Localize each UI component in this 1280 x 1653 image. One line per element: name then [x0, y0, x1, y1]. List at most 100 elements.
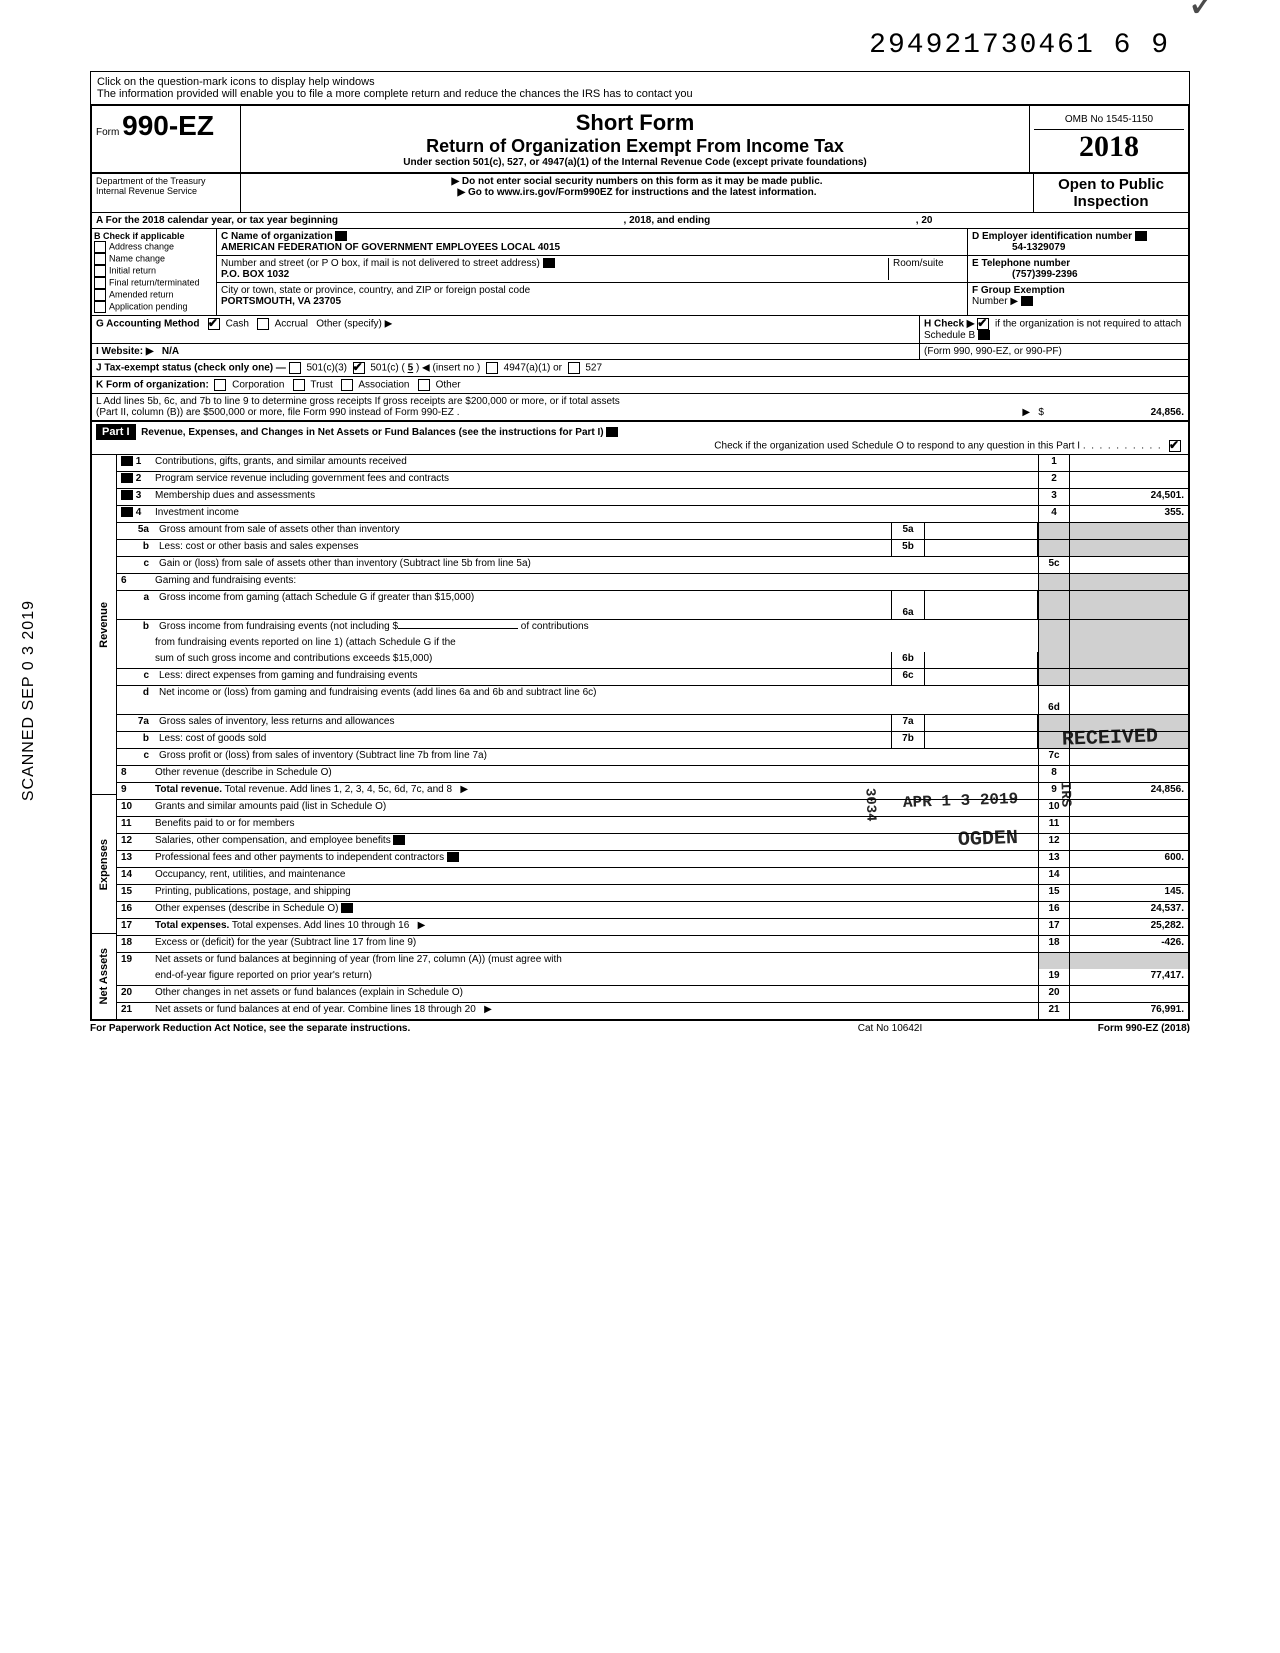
h-label: H Check ▶ [924, 319, 974, 330]
cb-trust[interactable] [293, 379, 305, 391]
dept-row: Department of the Treasury Internal Reve… [90, 174, 1190, 213]
help-icon[interactable] [606, 427, 618, 437]
cb-527[interactable] [568, 362, 580, 374]
form-header: Form 990-EZ Short Form Return of Organiz… [90, 105, 1190, 174]
help-icon[interactable] [335, 231, 347, 241]
initials-mark: ✓ [1186, 0, 1220, 27]
main-table: Revenue Expenses Net Assets 1Contributio… [90, 455, 1190, 1021]
cb-cash[interactable] [208, 318, 220, 330]
form-page: SCANNED SEP 0 3 2019 294921730461 6 9 Cl… [50, 0, 1230, 1054]
cb-h[interactable] [977, 318, 989, 330]
dept-irs: Internal Revenue Service [96, 186, 236, 196]
form-prefix: Form [96, 127, 119, 138]
help-icon[interactable] [1135, 231, 1147, 241]
col-b-title: B Check if applicable [94, 231, 214, 241]
open-to-public: Open to Public [1036, 176, 1186, 193]
help-icon[interactable] [447, 852, 459, 862]
cb-pending[interactable] [94, 301, 106, 313]
help-line-2: The information provided will enable you… [97, 88, 1183, 100]
cb-other[interactable] [418, 379, 430, 391]
header-center: Short Form Return of Organization Exempt… [241, 106, 1030, 172]
note-ssn: ▶ Do not enter social security numbers o… [243, 176, 1031, 187]
cb-part1[interactable] [1169, 440, 1181, 452]
i-label: I Website: ▶ [96, 346, 154, 357]
help-icon[interactable] [393, 835, 405, 845]
help-icon[interactable] [121, 456, 133, 466]
l-val: 24,856. [1044, 407, 1184, 418]
help-icon[interactable] [121, 490, 133, 500]
ein: 54-1329079 [972, 242, 1065, 253]
help-icon[interactable] [978, 330, 990, 340]
omb-number: OMB No 1545-1150 [1034, 110, 1184, 130]
phone: (757)399-2396 [972, 269, 1078, 280]
col-c: C Name of organization AMERICAN FEDERATI… [217, 229, 968, 315]
row-i: I Website: ▶ N/A (Form 990, 990-EZ, or 9… [90, 344, 1190, 360]
info-grid: B Check if applicable Address change Nam… [90, 229, 1190, 316]
e-label: E Telephone number [972, 258, 1070, 269]
form-number: 990-EZ [122, 110, 214, 141]
footer-mid: Cat No 10642I [790, 1023, 990, 1034]
main-content: 1Contributions, gifts, grants, and simil… [117, 455, 1188, 1019]
room-suite: Room/suite [888, 258, 963, 280]
help-icon[interactable] [121, 473, 133, 483]
cb-assoc[interactable] [341, 379, 353, 391]
dept-treasury: Department of the Treasury [96, 176, 236, 186]
scanned-stamp: SCANNED SEP 0 3 2019 [20, 600, 38, 801]
cb-4947[interactable] [486, 362, 498, 374]
help-icon[interactable] [543, 258, 555, 268]
addr-label: Number and street (or P O box, if mail i… [221, 258, 540, 269]
inspection: Inspection [1036, 193, 1186, 210]
j-label: J Tax-exempt status (check only one) — [96, 363, 286, 374]
cb-corp[interactable] [214, 379, 226, 391]
row-l: L Add lines 5b, 6c, and 7b to line 9 to … [90, 394, 1190, 422]
cb-501c3[interactable] [289, 362, 301, 374]
cb-name[interactable] [94, 253, 106, 265]
year-bold: 18 [1109, 130, 1139, 163]
help-icon[interactable] [341, 903, 353, 913]
title-return: Return of Organization Exempt From Incom… [245, 136, 1025, 157]
row-j: J Tax-exempt status (check only one) — 5… [90, 360, 1190, 377]
cb-final[interactable] [94, 277, 106, 289]
cb-accrual[interactable] [257, 318, 269, 330]
f-label: F Group Exemption [972, 285, 1065, 296]
document-id: 294921730461 6 9 [90, 20, 1190, 71]
k-label: K Form of organization: [96, 380, 209, 391]
line-a-prefix: A For the 2018 calendar year, or tax yea… [96, 215, 338, 226]
section-labels: Revenue Expenses Net Assets [92, 455, 117, 1019]
row-g: G Accounting Method Cash Accrual Other (… [90, 316, 1190, 344]
c-label: C Name of organization [221, 231, 333, 242]
cb-initial[interactable] [94, 265, 106, 277]
label-expenses: Expenses [98, 839, 110, 890]
addr: P.O. BOX 1032 [221, 269, 289, 280]
label-netassets: Net Assets [98, 948, 110, 1004]
part1-header-row: Part I Revenue, Expenses, and Changes in… [90, 422, 1190, 455]
501c-num: 5 [408, 363, 414, 374]
part1-title: Revenue, Expenses, and Changes in Net As… [141, 427, 604, 438]
website: N/A [162, 346, 179, 357]
help-box: Click on the question-mark icons to disp… [90, 71, 1190, 105]
l-text1: L Add lines 5b, 6c, and 7b to line 9 to … [96, 396, 1184, 407]
part1-label: Part I [96, 424, 136, 440]
help-line-1: Click on the question-mark icons to disp… [97, 76, 1183, 88]
subtitle: Under section 501(c), 527, or 4947(a)(1)… [245, 157, 1025, 168]
f-number: Number ▶ [972, 296, 1018, 307]
col-b: B Check if applicable Address change Nam… [92, 229, 217, 315]
part1-check: Check if the organization used Schedule … [714, 441, 1080, 452]
city: PORTSMOUTH, VA 23705 [221, 296, 341, 307]
footer-right: Form 990-EZ (2018) [990, 1023, 1190, 1034]
help-icon[interactable] [1021, 296, 1033, 306]
col-de: D Employer identification number 54-1329… [968, 229, 1188, 315]
cb-501c[interactable] [353, 362, 365, 374]
cb-amended[interactable] [94, 289, 106, 301]
line-a-end: , 20 [916, 215, 933, 226]
note-url: ▶ Go to www.irs.gov/Form990EZ for instru… [243, 187, 1031, 198]
row-k: K Form of organization: Corporation Trus… [90, 377, 1190, 394]
cb-address[interactable] [94, 241, 106, 253]
label-revenue: Revenue [98, 602, 110, 648]
footer-left: For Paperwork Reduction Act Notice, see … [90, 1023, 790, 1034]
header-right: OMB No 1545-1150 2018 [1030, 106, 1188, 172]
help-icon[interactable] [121, 507, 133, 517]
l-text2: (Part II, column (B)) are $500,000 or mo… [96, 407, 1022, 418]
header-left: Form 990-EZ [92, 106, 241, 172]
g-label: G Accounting Method [96, 319, 200, 330]
